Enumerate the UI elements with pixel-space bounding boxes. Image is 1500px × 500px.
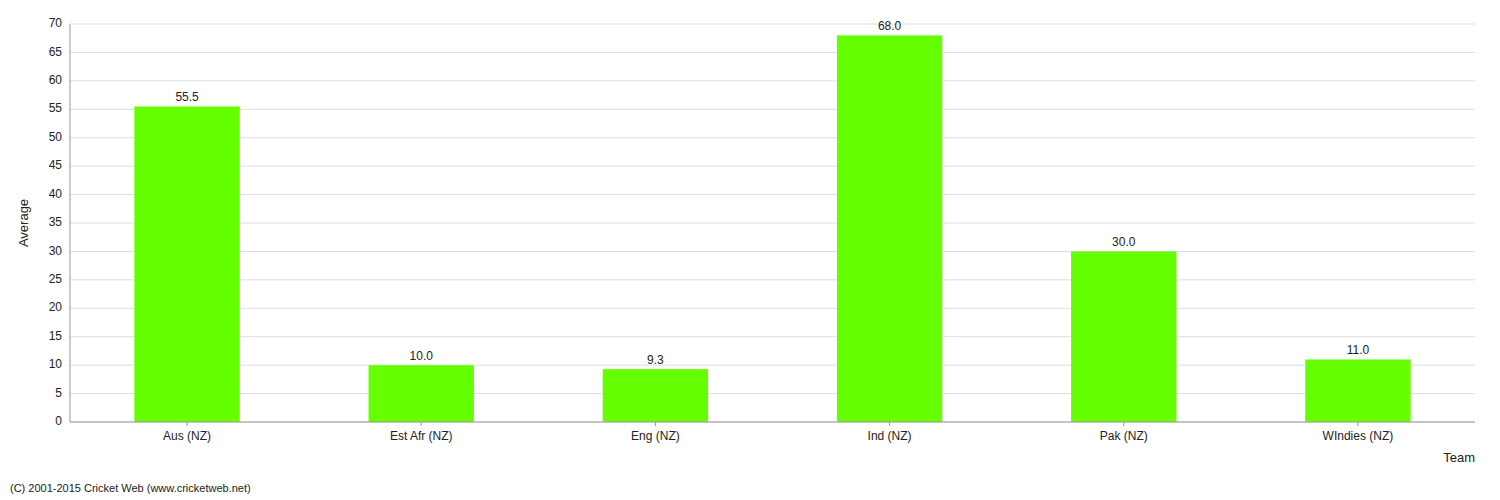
chart-container: 0 5 10 15 20 25 30 35 40 45 50 55 60 65 70 55.5 10.0 9.3 6…	[0, 0, 1500, 500]
x-tick	[1357, 422, 1358, 426]
y-tick-label: 0	[55, 414, 62, 428]
bar	[1071, 251, 1176, 422]
x-tick	[889, 422, 890, 426]
grid-line	[70, 422, 1475, 423]
y-tick-label: 55	[49, 101, 63, 115]
x-tick-label: WIndies (NZ)	[1323, 429, 1394, 443]
x-tick-label: Aus (NZ)	[163, 429, 211, 443]
y-grid	[70, 24, 1475, 422]
grid-line	[70, 166, 1475, 167]
data-label: 30.0	[1112, 235, 1136, 249]
y-tick-label: 20	[49, 300, 63, 314]
chart: 0 5 10 15 20 25 30 35 40 45 50 55 60 65 70 55.5 10.0 9.3 6…	[0, 0, 1500, 500]
y-axis-line	[70, 24, 71, 422]
y-tick-label: 35	[49, 215, 63, 229]
x-tick	[421, 422, 422, 426]
x-tick	[1123, 422, 1124, 426]
bars	[134, 35, 1410, 422]
grid-line	[70, 137, 1475, 138]
grid-line	[70, 194, 1475, 195]
x-tick-label: Est Afr (NZ)	[390, 429, 453, 443]
data-label: 11.0	[1347, 343, 1370, 357]
grid-line	[70, 365, 1475, 366]
footnote: (C) 2001-2015 Cricket Web (www.cricketwe…	[10, 482, 251, 494]
y-tick-label: 45	[49, 158, 63, 172]
x-tick-label: Ind (NZ)	[868, 429, 912, 443]
x-tick-label: Eng (NZ)	[631, 429, 680, 443]
grid-line	[70, 24, 1475, 25]
y-tick-label: 25	[49, 272, 63, 286]
y-tick-label: 30	[49, 244, 63, 258]
grid-line	[70, 223, 1475, 224]
x-tick-label: Pak (NZ)	[1100, 429, 1148, 443]
data-label: 55.5	[175, 90, 199, 104]
data-label: 9.3	[647, 353, 664, 367]
grid-line	[70, 308, 1475, 309]
y-tick-label: 40	[49, 187, 63, 201]
y-tick-label: 60	[49, 73, 63, 87]
grid-line	[70, 52, 1475, 53]
y-tick-label: 65	[49, 45, 63, 59]
bar	[134, 106, 239, 422]
x-tick	[655, 422, 656, 426]
x-axis-label: Team	[1443, 450, 1475, 465]
y-tick-label: 50	[49, 130, 63, 144]
grid-line	[70, 251, 1475, 252]
y-tick-label: 5	[55, 386, 62, 400]
bar	[603, 369, 708, 422]
grid-line	[70, 279, 1475, 280]
bar	[369, 365, 474, 422]
x-axis-line	[70, 422, 1475, 423]
bar	[1305, 359, 1410, 422]
y-tick-label: 15	[49, 329, 63, 343]
grid-line	[70, 393, 1475, 394]
data-label: 68.0	[878, 19, 902, 33]
grid-line	[70, 336, 1475, 337]
grid-line	[70, 80, 1475, 81]
y-tick-label: 10	[49, 357, 63, 371]
x-tick	[187, 422, 188, 426]
grid-line	[70, 109, 1475, 110]
data-label: 10.0	[410, 349, 434, 363]
bar	[837, 35, 942, 422]
y-tick-label: 70	[49, 16, 63, 30]
y-axis-label: Average	[16, 199, 31, 247]
